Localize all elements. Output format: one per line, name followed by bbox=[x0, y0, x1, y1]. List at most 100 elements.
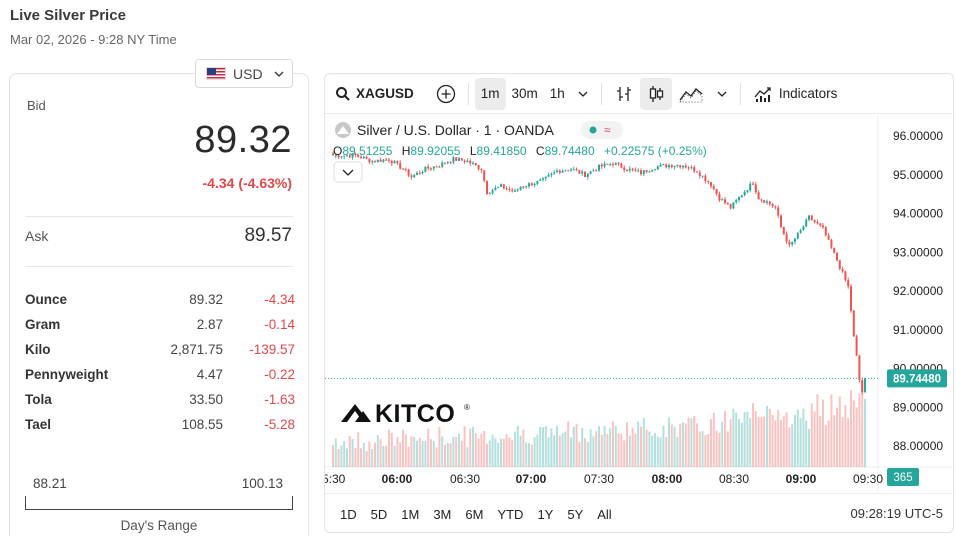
chevron-down-icon bbox=[342, 169, 354, 176]
indicators-button[interactable]: Indicators bbox=[747, 78, 844, 110]
volume-bar bbox=[491, 434, 494, 467]
trademark-symbol: ® bbox=[464, 403, 470, 412]
candle-body bbox=[659, 164, 662, 167]
range-3m[interactable]: 3M bbox=[433, 506, 452, 522]
volume-bar bbox=[844, 405, 847, 467]
candle-body bbox=[547, 175, 550, 177]
chart-widget: XAGUSD 1m 30m 1h Indicators bbox=[324, 73, 954, 533]
volume-bar bbox=[614, 426, 617, 467]
range-1m[interactable]: 1M bbox=[401, 506, 420, 522]
volume-bar bbox=[659, 437, 662, 467]
candle-body bbox=[368, 158, 371, 163]
range-1d[interactable]: 1D bbox=[340, 506, 357, 522]
candle-body bbox=[838, 260, 841, 269]
volume-bar bbox=[458, 433, 460, 467]
volume-bar bbox=[519, 435, 522, 467]
candle-body bbox=[362, 156, 365, 159]
currency-select[interactable]: USD bbox=[195, 59, 293, 88]
candle-body bbox=[696, 171, 698, 173]
interval-dropdown[interactable] bbox=[571, 78, 595, 110]
volume-bar bbox=[626, 422, 628, 467]
volume-bar bbox=[466, 447, 469, 467]
volume-bar bbox=[682, 422, 684, 467]
legend-change: +0.22575 (+0.25%) bbox=[604, 144, 707, 158]
symbol-search[interactable]: XAGUSD bbox=[329, 78, 420, 110]
unit-price: 108.55 bbox=[181, 417, 223, 432]
volume-bar bbox=[794, 414, 796, 467]
volume-bar bbox=[738, 418, 740, 467]
bid-label: Bid bbox=[27, 98, 46, 113]
candle-body bbox=[735, 199, 738, 203]
volume-bar bbox=[690, 418, 693, 467]
volume-bar bbox=[586, 441, 589, 467]
volume-bar bbox=[368, 441, 371, 467]
volume-bar bbox=[511, 439, 514, 467]
candle-body bbox=[836, 252, 838, 261]
indicators-icon bbox=[754, 86, 771, 102]
volume-bar bbox=[791, 424, 794, 467]
candle-body bbox=[724, 199, 726, 204]
volume-bar bbox=[670, 424, 673, 467]
range-ytd[interactable]: YTD bbox=[497, 506, 524, 522]
interval-30m[interactable]: 30m bbox=[511, 86, 538, 101]
volume-bar bbox=[348, 436, 351, 467]
candle-body bbox=[430, 168, 432, 170]
volume-bar bbox=[788, 427, 791, 467]
candle-body bbox=[371, 161, 374, 163]
volume-bar bbox=[351, 438, 354, 467]
volume-bar bbox=[668, 417, 670, 467]
candle-chart-type-button[interactable] bbox=[639, 77, 672, 110]
candle-body bbox=[729, 204, 732, 209]
legend-collapse-button[interactable] bbox=[333, 161, 363, 183]
volume-bar bbox=[645, 429, 648, 467]
interval-1m[interactable]: 1m bbox=[474, 77, 506, 110]
volume-bar bbox=[553, 435, 556, 467]
compare-button[interactable] bbox=[430, 78, 462, 110]
c-label: C bbox=[536, 144, 545, 158]
candle-body bbox=[346, 155, 348, 157]
candle-body bbox=[662, 164, 665, 166]
candle-body bbox=[385, 159, 388, 161]
interval-1h[interactable]: 1h bbox=[549, 86, 565, 101]
area-chart-type-button[interactable] bbox=[672, 78, 710, 110]
bar-chart-type-button[interactable] bbox=[608, 78, 640, 110]
volume-bar bbox=[530, 444, 533, 467]
unit-change: -0.22 bbox=[264, 367, 295, 382]
chart-type-dropdown[interactable] bbox=[710, 78, 734, 110]
volume-bar bbox=[656, 436, 659, 467]
volume-bar bbox=[620, 433, 623, 467]
candle-body bbox=[564, 170, 567, 172]
candle-body bbox=[388, 159, 390, 161]
range-5d[interactable]: 5D bbox=[370, 506, 388, 522]
volume-bar bbox=[855, 407, 858, 467]
volume-bar bbox=[410, 436, 413, 467]
unit-row: Kilo 2,871.75 -139.57 bbox=[25, 337, 295, 362]
range-all[interactable]: All bbox=[597, 506, 612, 522]
candle-body bbox=[726, 203, 729, 205]
volume-bar bbox=[483, 430, 486, 467]
volume-bar bbox=[595, 430, 598, 467]
candle-body bbox=[446, 162, 449, 164]
volume-bar bbox=[698, 431, 701, 467]
volume-bar bbox=[802, 408, 805, 467]
candle-body bbox=[402, 168, 404, 170]
candle-body bbox=[738, 196, 740, 200]
volume-bar bbox=[379, 439, 382, 467]
plus-circle-icon bbox=[436, 84, 455, 103]
candle-body bbox=[598, 164, 600, 171]
range-1y[interactable]: 1Y bbox=[537, 506, 554, 522]
price-chart[interactable]: 96.00000 95.00000 94.00000 93.00000 92.00000… bbox=[325, 115, 953, 491]
candle-body bbox=[682, 165, 684, 168]
x-tick-label: 06:30 bbox=[450, 472, 480, 486]
volume-bar bbox=[813, 411, 816, 467]
candle-body bbox=[673, 166, 676, 168]
candle-body bbox=[528, 183, 530, 187]
candle-body bbox=[791, 241, 794, 245]
volume-bar bbox=[732, 408, 735, 467]
candle-body bbox=[455, 157, 458, 161]
volume-bar bbox=[777, 410, 780, 467]
unit-change: -5.28 bbox=[264, 417, 295, 432]
range-5y[interactable]: 5Y bbox=[567, 506, 584, 522]
range-6m[interactable]: 6M bbox=[465, 506, 484, 522]
candle-body bbox=[620, 163, 623, 168]
